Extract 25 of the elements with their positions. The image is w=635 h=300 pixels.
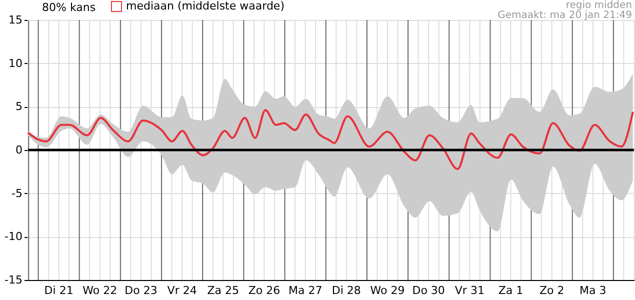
x-tick-label: Vr 31	[454, 284, 484, 297]
annotation: Gemaakt: ma 20 jan 21:49	[498, 10, 632, 21]
x-tick-label: Zo 26	[248, 284, 280, 297]
y-tick-label: -15	[4, 274, 22, 286]
legend-label: mediaan (middelste waarde)	[126, 0, 284, 12]
x-tick-label: Zo 2	[539, 284, 564, 297]
x-tick-label: Za 1	[498, 284, 524, 297]
y-tick-label: -5	[12, 186, 22, 200]
x-tick-label: Do 23	[124, 284, 158, 297]
y-tick-label: 0	[16, 144, 22, 156]
x-tick-label: Wo 22	[82, 284, 118, 297]
x-tick-label: Ma 3	[580, 284, 606, 297]
x-tick-label: Di 28	[332, 284, 361, 297]
text: 80% kans	[42, 1, 96, 14]
text: regio midden	[566, 0, 632, 11]
x-tick-label: Za 25	[207, 284, 240, 297]
x-tick-label: Wo 29	[370, 284, 405, 297]
y-tick-label: 15	[8, 14, 22, 26]
y-tick-label: -10	[4, 230, 22, 244]
x-tick-label: Do 30	[412, 284, 445, 297]
y-tick-label: 5	[16, 100, 22, 114]
x-tick-label: Di 21	[44, 284, 74, 297]
x-tick-label: Vr 24	[167, 284, 197, 297]
y-tick-label: 10	[8, 56, 22, 70]
x-tick-label: Ma 27	[288, 284, 322, 297]
